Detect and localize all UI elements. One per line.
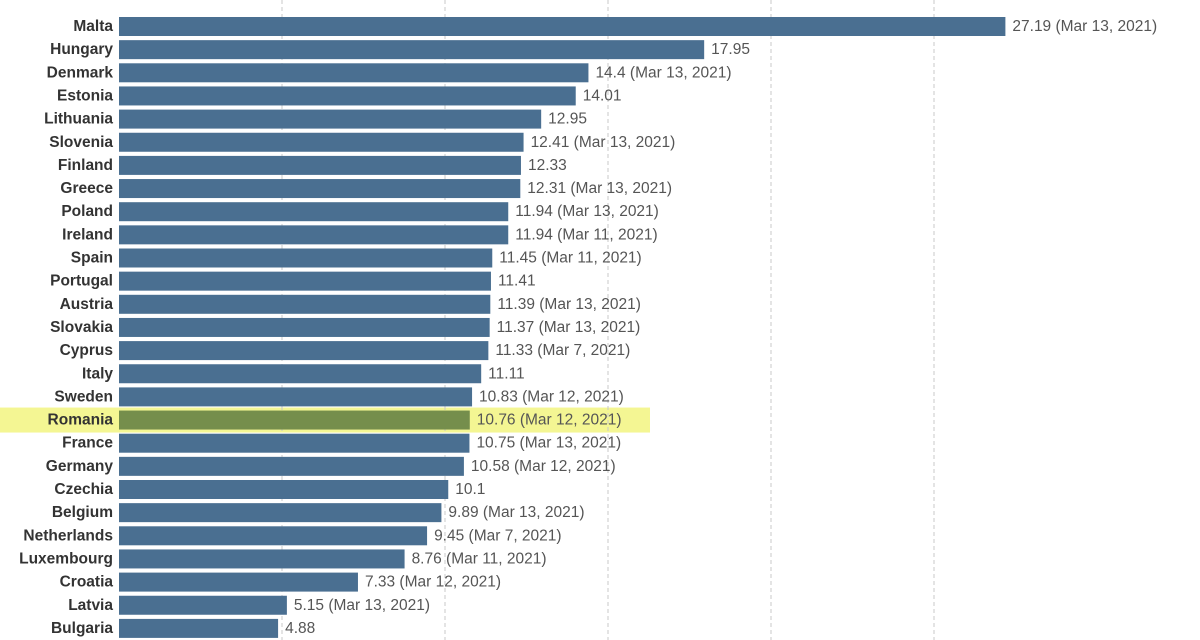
category-label: Ireland: [62, 226, 113, 243]
labels: Malta 27.19 (Mar 13, 2021) Hungary 17.95 Den…: [19, 18, 1157, 637]
category-label: Netherlands: [23, 527, 113, 544]
data-label: 10.76 (Mar 12, 2021): [477, 412, 622, 429]
category-label: Greece: [60, 180, 113, 197]
category-label: Slovakia: [50, 319, 113, 336]
category-label: Poland: [61, 203, 113, 220]
data-label: 10.58 (Mar 12, 2021): [471, 458, 616, 475]
category-label: Latvia: [68, 597, 113, 614]
data-label: 10.83 (Mar 12, 2021): [479, 388, 624, 405]
data-label: 11.37 (Mar 13, 2021): [497, 319, 641, 336]
category-label: Slovenia: [49, 134, 113, 151]
category-label: France: [62, 435, 113, 452]
bar-luxembourg: [119, 549, 405, 569]
data-label: 4.88: [285, 620, 315, 637]
bar-lithuania: [119, 109, 542, 129]
data-label: 14.01: [583, 87, 622, 104]
data-label: 5.15 (Mar 13, 2021): [294, 597, 430, 614]
bar-bulgaria: [119, 618, 279, 638]
bars: [119, 17, 1006, 638]
bar-czechia: [119, 480, 449, 499]
bar-austria: [119, 294, 491, 314]
bar-france: [119, 433, 470, 453]
category-label: Malta: [73, 18, 113, 35]
category-label: Hungary: [50, 41, 113, 58]
data-label: 9.45 (Mar 7, 2021): [434, 527, 562, 544]
bar-estonia: [119, 86, 576, 106]
data-label: 8.76 (Mar 11, 2021): [412, 550, 547, 567]
data-label: 12.41 (Mar 13, 2021): [531, 134, 676, 151]
category-label: Czechia: [54, 481, 113, 498]
category-label: Lithuania: [44, 111, 113, 128]
bar-finland: [119, 155, 521, 175]
bar-malta: [119, 17, 1006, 36]
data-label: 10.1: [455, 481, 485, 498]
bar-romania: [119, 410, 470, 430]
category-label: Germany: [46, 458, 114, 475]
data-label: 17.95: [711, 41, 750, 58]
category-label: Sweden: [54, 388, 113, 405]
bar-croatia: [119, 572, 358, 592]
data-label: 11.33 (Mar 7, 2021): [495, 342, 630, 359]
category-label: Portugal: [50, 273, 113, 290]
data-label: 9.89 (Mar 13, 2021): [448, 504, 584, 521]
data-label: 7.33 (Mar 12, 2021): [365, 574, 501, 591]
bar-poland: [119, 202, 509, 222]
bar-portugal: [119, 271, 491, 291]
data-label: 27.19 (Mar 13, 2021): [1012, 18, 1157, 35]
bar-hungary: [119, 40, 705, 60]
data-label: 11.45 (Mar 11, 2021): [499, 250, 641, 267]
bar-greece: [119, 179, 521, 199]
bar-spain: [119, 248, 493, 268]
data-label: 11.11: [488, 365, 525, 382]
bar-latvia: [119, 595, 287, 615]
data-label: 12.31 (Mar 13, 2021): [527, 180, 672, 197]
bar-denmark: [119, 63, 589, 83]
category-label: Luxembourg: [19, 550, 113, 567]
bar-netherlands: [119, 526, 428, 546]
category-label: Austria: [60, 296, 114, 313]
category-label: Spain: [71, 250, 113, 267]
category-label: Belgium: [52, 504, 113, 521]
data-label: 12.95: [548, 111, 587, 128]
data-label: 11.94 (Mar 11, 2021): [515, 226, 657, 243]
category-label: Romania: [48, 412, 114, 429]
bar-slovakia: [119, 317, 490, 337]
bar-germany: [119, 456, 464, 476]
data-label: 10.75 (Mar 13, 2021): [476, 435, 621, 452]
category-label: Croatia: [60, 574, 114, 591]
bar-ireland: [119, 225, 509, 245]
data-label: 11.39 (Mar 13, 2021): [497, 296, 641, 313]
category-label: Italy: [82, 365, 113, 382]
category-label: Estonia: [57, 87, 113, 104]
bar-cyprus: [119, 341, 489, 361]
category-label: Cyprus: [60, 342, 113, 359]
data-label: 11.41: [498, 273, 536, 290]
category-label: Bulgaria: [51, 620, 113, 637]
data-label: 12.33: [528, 157, 567, 174]
data-label: 14.4 (Mar 13, 2021): [595, 64, 731, 81]
bar-belgium: [119, 503, 442, 523]
data-label: 11.94 (Mar 13, 2021): [515, 203, 659, 220]
bar-sweden: [119, 387, 473, 407]
category-label: Denmark: [47, 64, 114, 81]
category-label: Finland: [58, 157, 113, 174]
bar-italy: [119, 364, 482, 384]
bar-slovenia: [119, 132, 524, 152]
